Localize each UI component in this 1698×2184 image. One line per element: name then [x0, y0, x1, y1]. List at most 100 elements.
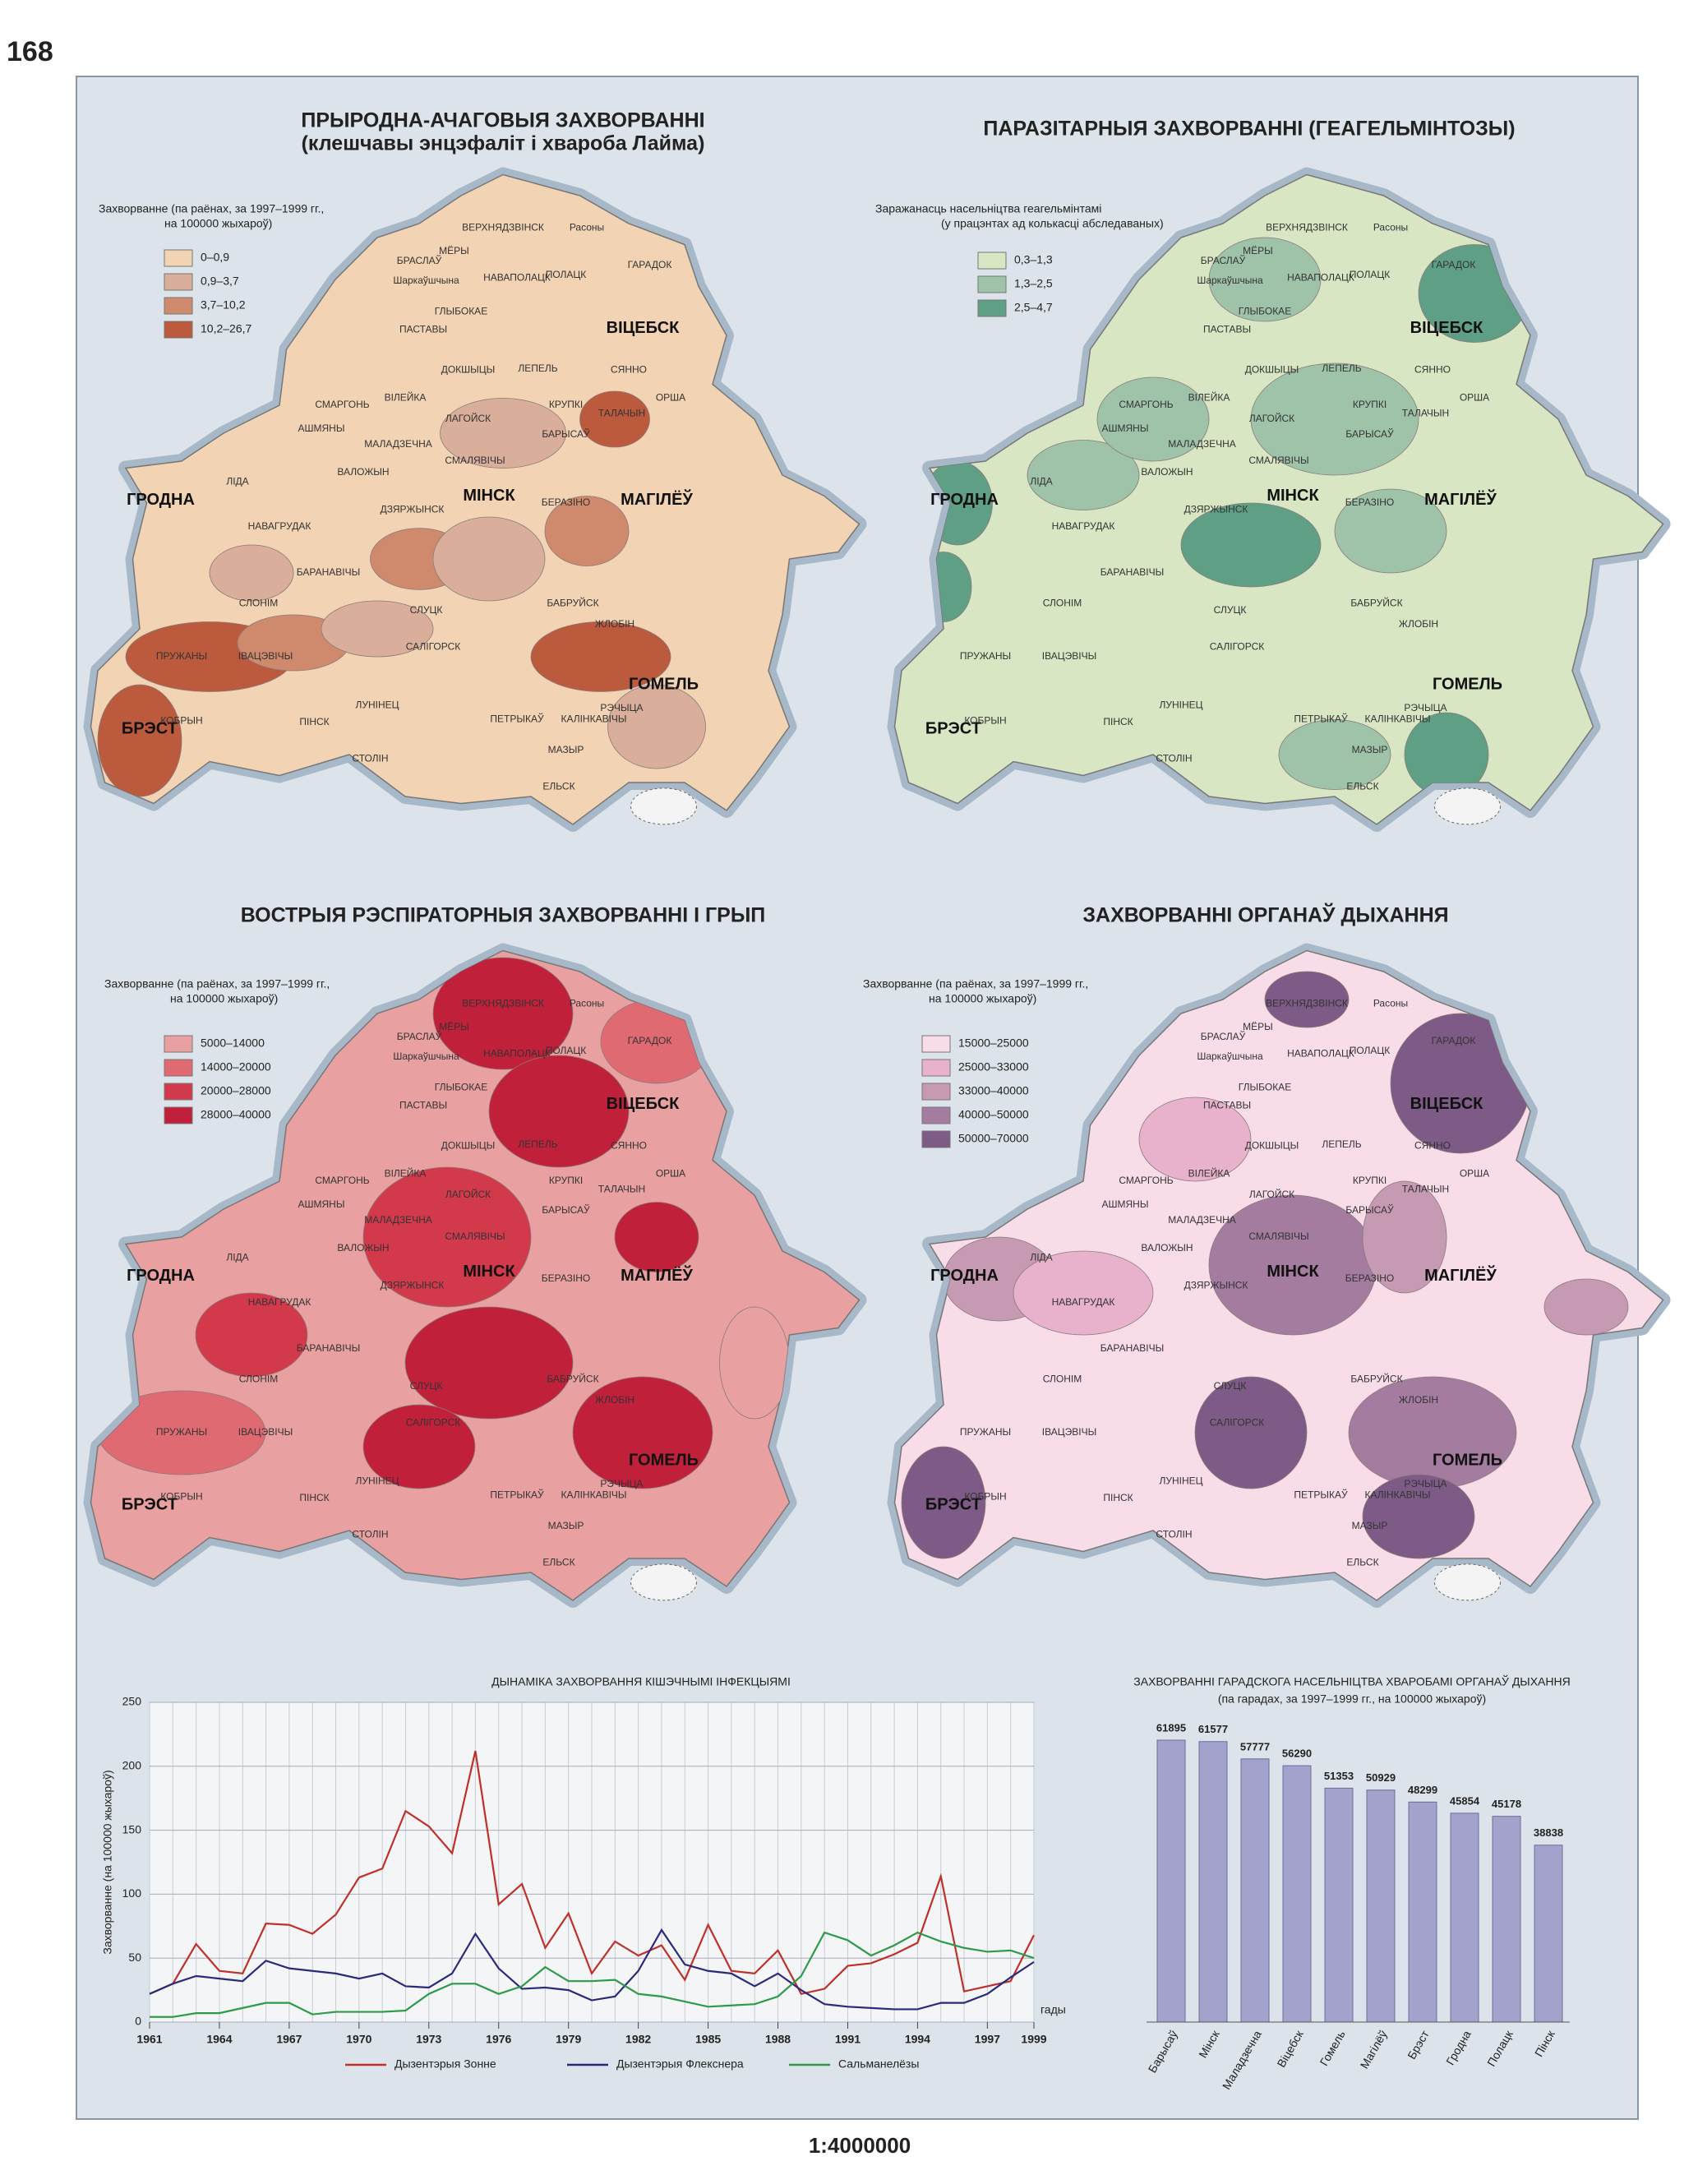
place-name: КРУПКІ — [549, 399, 583, 410]
legend-label: 2,5–4,7 — [1014, 301, 1053, 314]
region-patch — [488, 1055, 630, 1168]
region-capital: ГРОДНА — [930, 491, 999, 509]
value-label: 48299 — [1408, 1784, 1437, 1796]
place-name: РЭЧЫЦА — [600, 702, 643, 713]
place-name: ВІЛЕЙКА — [1188, 1167, 1230, 1180]
region-capital: ГРОДНА — [930, 1267, 999, 1285]
region-patch — [1208, 237, 1322, 322]
region-patch — [1362, 1180, 1447, 1294]
place-name: СЯННО — [1414, 364, 1451, 376]
legend-swatch — [921, 1083, 951, 1101]
place-name: ЛУНІНЕЦ — [355, 1475, 399, 1487]
bar — [1240, 1758, 1270, 2023]
legend-swatch — [164, 1059, 193, 1077]
place-name: ГАРАДОК — [1432, 259, 1476, 270]
place-name: ПОЛАЦК — [1350, 269, 1391, 280]
place-name: ГАРАДОК — [628, 1035, 672, 1046]
x-tick-label: 1991 — [835, 2033, 861, 2046]
region-patch — [901, 1446, 986, 1559]
region-patch — [1250, 362, 1419, 476]
place-name: ПІНСК — [299, 1492, 329, 1503]
place-name: ВЕРХНЯДЗВІНСК — [1266, 997, 1348, 1009]
place-name: СЛОНІМ — [1043, 1374, 1082, 1385]
place-name: ГЛЫБОКАЕ — [435, 305, 487, 316]
region-capital: МІНСК — [1267, 1263, 1319, 1281]
place-name: СТОЛІН — [352, 752, 388, 764]
place-name: ПЕТРЫКАЎ — [490, 713, 544, 725]
legend-title: Захворванне (па раёнах, за 1997–1999 гг.… — [863, 977, 1088, 990]
place-name: СМАЛЯВІЧЫ — [445, 455, 505, 466]
y-tick-label: 0 — [135, 2015, 141, 2028]
region-patch — [432, 516, 546, 602]
legend-label: 40000–50000 — [958, 1108, 1029, 1121]
place-name: БАРАНАВІЧЫ — [1100, 1342, 1164, 1354]
place-name: Расоны — [1373, 221, 1408, 233]
bar — [1324, 1787, 1354, 2023]
place-name: ЛІДА — [1030, 476, 1052, 487]
region-patch — [1543, 1278, 1629, 1336]
place-name: НАВАПОЛАЦК — [483, 271, 551, 283]
legend-title: Захворванне (па раёнах, за 1997–1999 гг.… — [99, 202, 324, 215]
place-name: ЖЛОБІН — [595, 618, 634, 630]
legend-label: 50000–70000 — [958, 1132, 1029, 1145]
place-name: ВЕРХНЯДЗВІНСК — [462, 997, 544, 1009]
place-name: ЛАГОЙСК — [1249, 1188, 1294, 1200]
legend-swatch — [921, 1059, 951, 1077]
place-name: ІВАЦЭВІЧЫ — [1042, 650, 1096, 662]
place-name: НАВАПОЛАЦК — [1287, 1047, 1354, 1059]
region-capital: БРЭСТ — [122, 720, 178, 738]
place-name: СЛОНІМ — [239, 598, 278, 609]
legend-swatch — [164, 1035, 193, 1053]
place-name: МЁРЫ — [439, 1021, 469, 1032]
place-name: МЁРЫ — [439, 245, 469, 256]
map-title: ПРЫРОДНА-АЧАГОВЫЯ ЗАХВОРВАННІ — [301, 109, 704, 132]
region-patch — [1194, 1376, 1308, 1489]
region-capital: МІНСК — [1267, 487, 1319, 505]
place-name: СМАРГОНЬ — [315, 399, 369, 410]
legend-label: Дызентэрыя Зонне — [395, 2057, 496, 2071]
place-name: ВАЛОЖЫН — [1141, 466, 1193, 478]
place-name: ТАЛАЧЫН — [598, 1183, 645, 1194]
bar — [1366, 1789, 1396, 2023]
series-line — [150, 1931, 1035, 2018]
place-name: ДЗЯРЖЫНСК — [381, 504, 445, 515]
map-scale: 1:4000000 — [809, 2133, 911, 2158]
place-name: КОБРЫН — [160, 1490, 202, 1502]
place-name: СТОЛІН — [1156, 1528, 1192, 1540]
place-name: ПІНСК — [1103, 716, 1133, 727]
x-tick-label: 1988 — [765, 2033, 791, 2046]
place-name: КОБРЫН — [964, 714, 1006, 726]
legend-swatch — [164, 321, 193, 339]
place-name: ВІЛЕЙКА — [385, 1167, 427, 1180]
y-axis-label: Захворванне (на 100000 жыхароў) — [101, 1770, 114, 1954]
legend-label: 25000–33000 — [958, 1060, 1029, 1074]
regions — [915, 237, 1531, 797]
legend-swatch — [921, 1035, 951, 1053]
legend-label: 0,9–3,7 — [201, 275, 239, 288]
place-name: САЛІГОРСК — [1210, 1416, 1265, 1428]
place-name: ПІНСК — [299, 716, 329, 727]
legend-label: 33000–40000 — [958, 1084, 1029, 1097]
region-patch — [1096, 376, 1210, 462]
region-patch — [362, 1166, 532, 1308]
place-name: САЛІГОРСК — [406, 640, 461, 652]
value-label: 57777 — [1240, 1740, 1270, 1752]
region-capital: МІНСК — [463, 487, 515, 505]
place-name: ОРША — [656, 1168, 685, 1180]
place-name: НАВАГРУДАК — [248, 1296, 311, 1308]
place-name: СЛУЦК — [410, 604, 443, 616]
bar — [1198, 1741, 1228, 2023]
region-patch — [607, 684, 706, 769]
place-name: КРУПКІ — [549, 1175, 583, 1186]
place-name: БАБРУЙСК — [1350, 597, 1402, 609]
x-tick-label: 1997 — [975, 2033, 1000, 2046]
x-tick-label: 1976 — [486, 2033, 511, 2046]
place-name: ТАЛАЧЫН — [1402, 1183, 1449, 1194]
place-name: СЯННО — [611, 364, 647, 376]
legend-title: на 100000 жыхароў) — [170, 992, 278, 1005]
place-name: БАРЫСАЎ — [1345, 427, 1394, 440]
place-name: МАЛАДЗЕЧНА — [1168, 438, 1236, 450]
place-name: ПРУЖАНЫ — [960, 1426, 1011, 1438]
region-capital: ВІЦЕБСК — [607, 319, 681, 337]
